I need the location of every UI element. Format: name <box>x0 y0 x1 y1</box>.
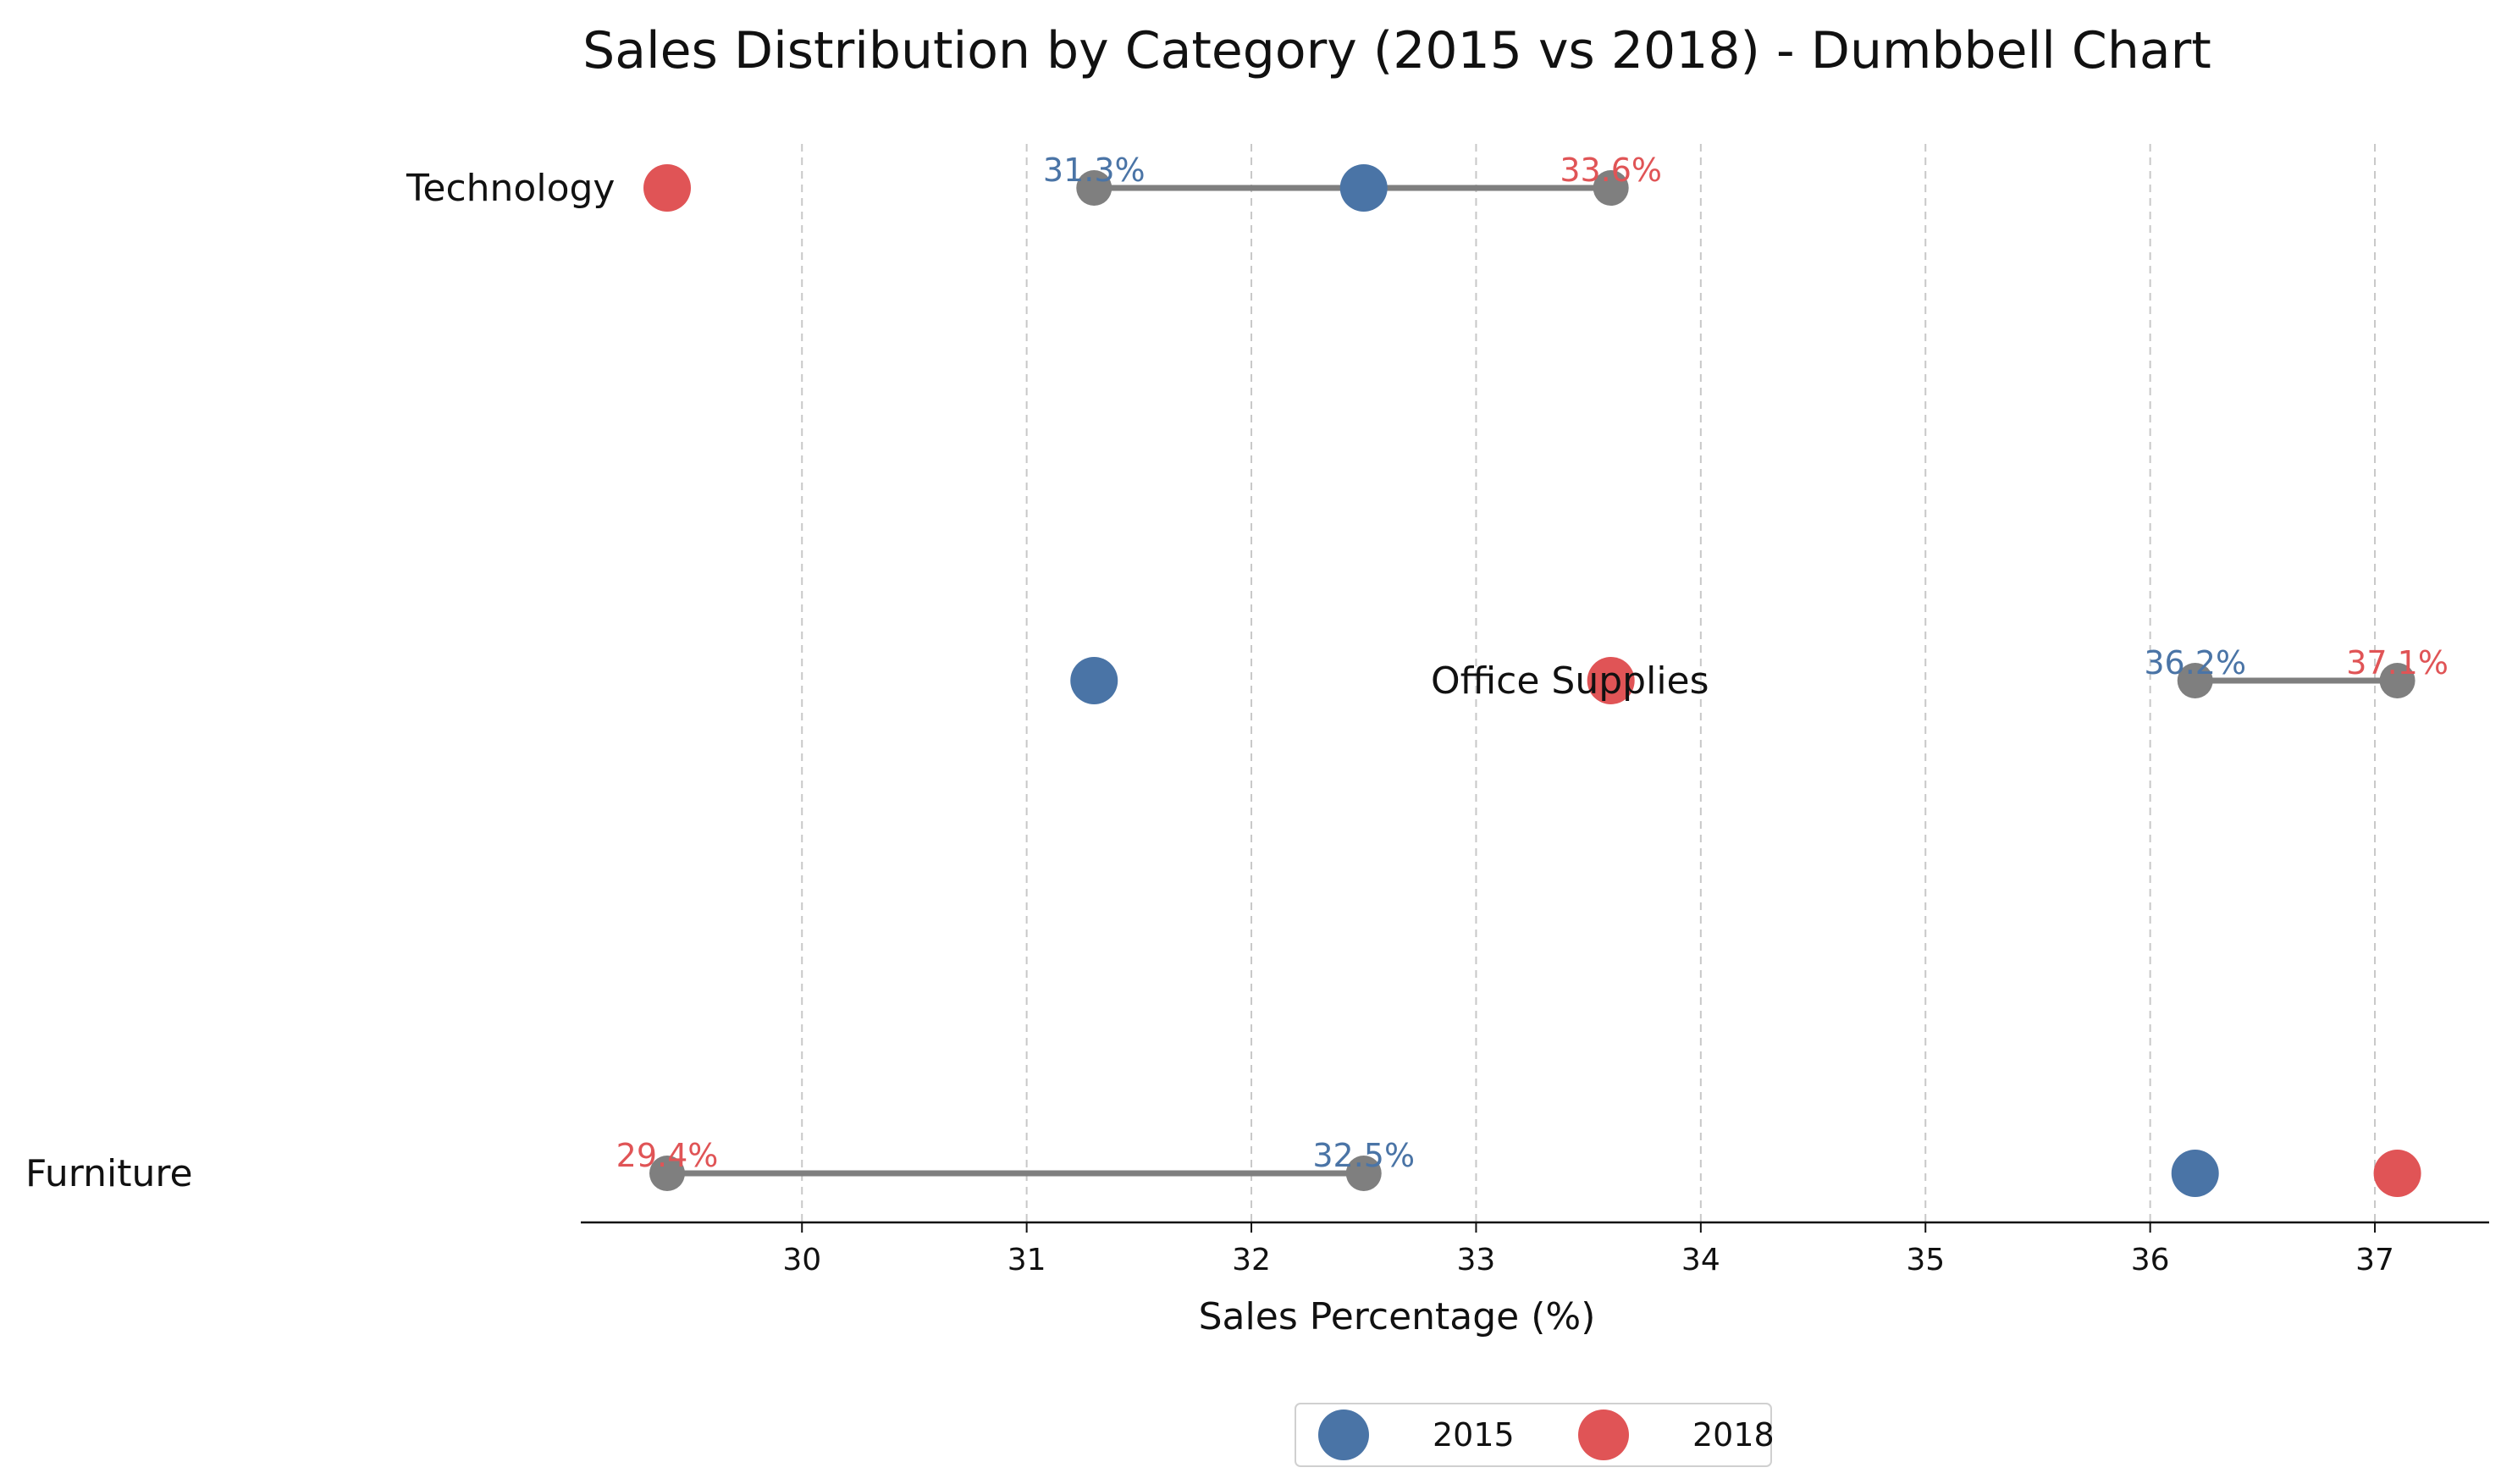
connector-endpoint <box>2177 663 2213 698</box>
x-tick-label: 32 <box>1232 1243 1271 1277</box>
x-tick-label: 31 <box>1008 1243 1046 1277</box>
connector-endpoint <box>649 1156 685 1191</box>
legend-marker-2018 <box>1578 1410 1629 1460</box>
category-labels: Technology Office Supplies Furniture <box>25 167 1709 1195</box>
data-points <box>643 164 2421 1197</box>
connector-endpoint <box>1345 1156 1382 1191</box>
x-tick-label: 33 <box>1457 1243 1496 1277</box>
value-labels: 31.3% 33.6% 36.2% 37.1% 29.4% 32.5% <box>616 152 2449 1174</box>
value-label: 36.2% <box>2144 644 2246 681</box>
category-label: Furniture <box>25 1152 193 1195</box>
value-label: 29.4% <box>616 1137 719 1174</box>
legend-label: 2015 <box>1433 1416 1515 1454</box>
legend-frame <box>1295 1403 1772 1467</box>
value-label: 37.1% <box>2346 644 2449 681</box>
x-tick-label: 37 <box>2355 1243 2394 1277</box>
category-label: Office Supplies <box>1431 659 1709 703</box>
x-axis-ticks: 30 31 32 33 34 35 36 37 <box>782 1222 2394 1277</box>
legend-marker-2015 <box>1318 1410 1369 1460</box>
chart-title: Sales Distribution by Category (2015 vs … <box>582 21 2211 80</box>
connector-endpoint <box>2379 663 2415 698</box>
x-tick-label: 34 <box>1681 1243 1720 1277</box>
connector-segments <box>649 170 2415 1191</box>
value-label: 31.3% <box>1043 152 1146 189</box>
point-2018 <box>2373 1150 2421 1197</box>
x-tick-label: 30 <box>782 1243 821 1277</box>
legend: 2015 2018 <box>1295 1403 1775 1467</box>
x-tick-label: 35 <box>1906 1243 1945 1277</box>
point-2015 <box>1070 657 1118 704</box>
connector-endpoint <box>1593 170 1629 206</box>
point-2015 <box>2171 1150 2219 1197</box>
legend-label: 2018 <box>1692 1416 1775 1454</box>
point-2015 <box>1339 164 1388 212</box>
x-tick-label: 36 <box>2131 1243 2170 1277</box>
point-2018 <box>643 164 691 212</box>
value-label: 33.6% <box>1560 152 1662 189</box>
connector-endpoint <box>1076 170 1112 206</box>
category-label: Technology <box>406 167 615 210</box>
grid-lines <box>801 144 2377 1222</box>
x-axis-label: Sales Percentage (%) <box>1199 1295 1596 1338</box>
value-label: 32.5% <box>1312 1137 1415 1174</box>
point-2018 <box>1587 657 1635 704</box>
